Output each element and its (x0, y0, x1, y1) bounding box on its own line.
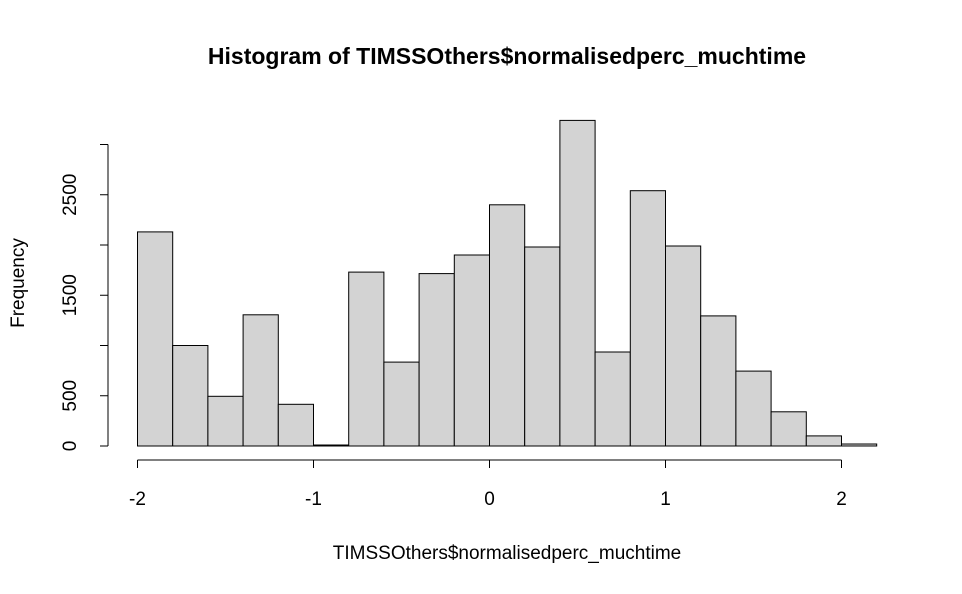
histogram-bar-20 (841, 443, 878, 447)
y-axis-label: Frequency (8, 238, 29, 328)
histogram-bar-17 (735, 370, 772, 447)
chart-title: Histogram of TIMSSOthers$normalisedperc_… (208, 43, 806, 69)
histogram-bar-3 (242, 314, 279, 447)
y-tick-label-0: 0 (60, 441, 81, 452)
histogram-bar-8 (418, 273, 455, 447)
histogram-bar-16 (700, 315, 737, 447)
x-axis: -2 -1 0 1 2 (129, 459, 847, 510)
y-axis: 0 500 1500 2500 (60, 144, 109, 452)
x-tick-label-3: 1 (660, 489, 671, 510)
histogram-bar-1 (172, 345, 209, 447)
x-tick-label-0: -2 (129, 489, 146, 510)
y-tick-label-1: 500 (60, 380, 81, 412)
histogram-bar-14 (629, 190, 666, 447)
histogram-bar-6 (348, 271, 385, 447)
bars-group (137, 119, 878, 447)
x-tick-label-1: -1 (305, 489, 322, 510)
histogram-bar-13 (594, 351, 631, 447)
histogram-bar-7 (383, 361, 420, 447)
x-tick-label-4: 2 (836, 489, 847, 510)
histogram-bar-5 (313, 444, 350, 447)
histogram-bar-18 (770, 411, 807, 447)
histogram-bar-10 (489, 204, 526, 447)
histogram-bar-2 (207, 395, 244, 447)
histogram-bar-11 (524, 246, 561, 447)
y-tick-label-5: 2500 (60, 174, 81, 216)
histogram-bar-19 (805, 435, 842, 447)
histogram-bar-0 (137, 231, 174, 447)
histogram-bar-4 (277, 403, 314, 447)
y-tick-label-3: 1500 (60, 274, 81, 316)
histogram-bar-9 (453, 254, 490, 447)
x-tick-label-2: 0 (484, 489, 495, 510)
histogram-bar-12 (559, 119, 596, 447)
x-axis-label: TIMSSOthers$normalisedperc_muchtime (333, 543, 681, 564)
histogram-bar-15 (665, 245, 702, 447)
